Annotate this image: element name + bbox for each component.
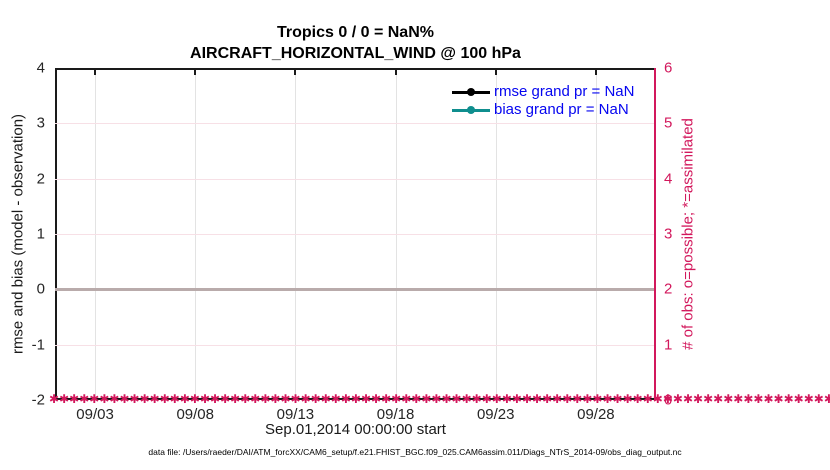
obs-zero-star-marker: ✱ bbox=[813, 392, 824, 406]
rmse-legend-label: rmse grand pr = NaN bbox=[494, 83, 635, 100]
y-left-tick-label: 3 bbox=[36, 114, 45, 132]
obs-zero-star-marker: ✱ bbox=[753, 392, 764, 406]
x-axis-top-tick bbox=[94, 68, 97, 75]
x-axis-top-tick bbox=[594, 68, 597, 75]
h-gridline bbox=[55, 234, 656, 235]
bias-legend-marker bbox=[467, 106, 475, 114]
obs-zero-star-marker: ✱ bbox=[803, 392, 814, 406]
obs-zero-star-marker: ✱ bbox=[693, 392, 704, 406]
obs-zero-star-marker: ✱ bbox=[773, 392, 784, 406]
x-tick-label: 09/23 bbox=[476, 406, 515, 423]
x-axis-label: Sep.01,2014 00:00:00 start bbox=[265, 421, 446, 438]
obs-zero-star-marker: ✱ bbox=[733, 392, 744, 406]
y-left-tick-label: 0 bbox=[36, 280, 45, 298]
h-gridline bbox=[55, 123, 656, 125]
x-tick-label: 09/28 bbox=[577, 406, 615, 423]
y-right-tick-label: 4 bbox=[664, 170, 673, 188]
y-right-tick-label: 3 bbox=[664, 225, 673, 243]
obs-zero-star-marker: ✱ bbox=[713, 392, 724, 406]
x-axis-top-tick bbox=[194, 68, 197, 75]
y-right-tick-label: 1 bbox=[664, 336, 673, 354]
bias-legend-label: bias grand pr = NaN bbox=[494, 101, 629, 118]
zero-reference-line bbox=[55, 288, 656, 292]
y-left-tick-label: 1 bbox=[36, 225, 45, 243]
chart-title: Tropics 0 / 0 = NaN% AIRCRAFT_HORIZONTAL… bbox=[55, 22, 656, 64]
h-gridline bbox=[55, 344, 656, 346]
y-right-tick-label: 6 bbox=[664, 59, 673, 77]
x-axis-top-tick bbox=[494, 68, 497, 75]
obs-zero-star-marker: ✱ bbox=[723, 392, 734, 406]
x-tick-label: 09/18 bbox=[376, 406, 415, 423]
y-left-tick-label: -2 bbox=[31, 391, 45, 409]
obs-zero-star-marker: ✱ bbox=[703, 392, 714, 406]
x-tick-label: 09/03 bbox=[76, 406, 114, 423]
obs-zero-star-marker: ✱ bbox=[783, 392, 794, 406]
y-right-tick-label: 5 bbox=[664, 114, 673, 132]
obs-zero-star-marker: ✱ bbox=[743, 392, 754, 406]
chart-title-line2: AIRCRAFT_HORIZONTAL_WIND @ 100 hPa bbox=[190, 45, 521, 62]
x-axis-top-tick bbox=[294, 68, 297, 75]
y-left-tick-label: 4 bbox=[36, 59, 45, 77]
right-axis-spine bbox=[654, 68, 656, 400]
x-tick-label: 09/13 bbox=[276, 406, 315, 423]
y-right-tick-label: 2 bbox=[664, 280, 673, 298]
rmse-legend-marker bbox=[467, 88, 475, 96]
y-left-tick-label: -1 bbox=[31, 336, 45, 354]
y-right-tick-label: 0 bbox=[664, 391, 673, 409]
obs-zero-star-marker: ✱ bbox=[763, 392, 774, 406]
x-axis-top-tick bbox=[394, 68, 397, 75]
x-tick-label: 09/08 bbox=[176, 406, 214, 423]
obs-zero-star-marker: ✱ bbox=[793, 392, 804, 406]
data-file-path: data file: /Users/raeder/DAI/ATM_forcXX/… bbox=[148, 447, 682, 457]
obs-zero-star-marker: ✱ bbox=[823, 392, 830, 406]
y-left-tick-label: 2 bbox=[36, 170, 45, 188]
chart-title-line1: Tropics 0 / 0 = NaN% bbox=[277, 24, 434, 41]
h-gridline bbox=[55, 178, 656, 180]
